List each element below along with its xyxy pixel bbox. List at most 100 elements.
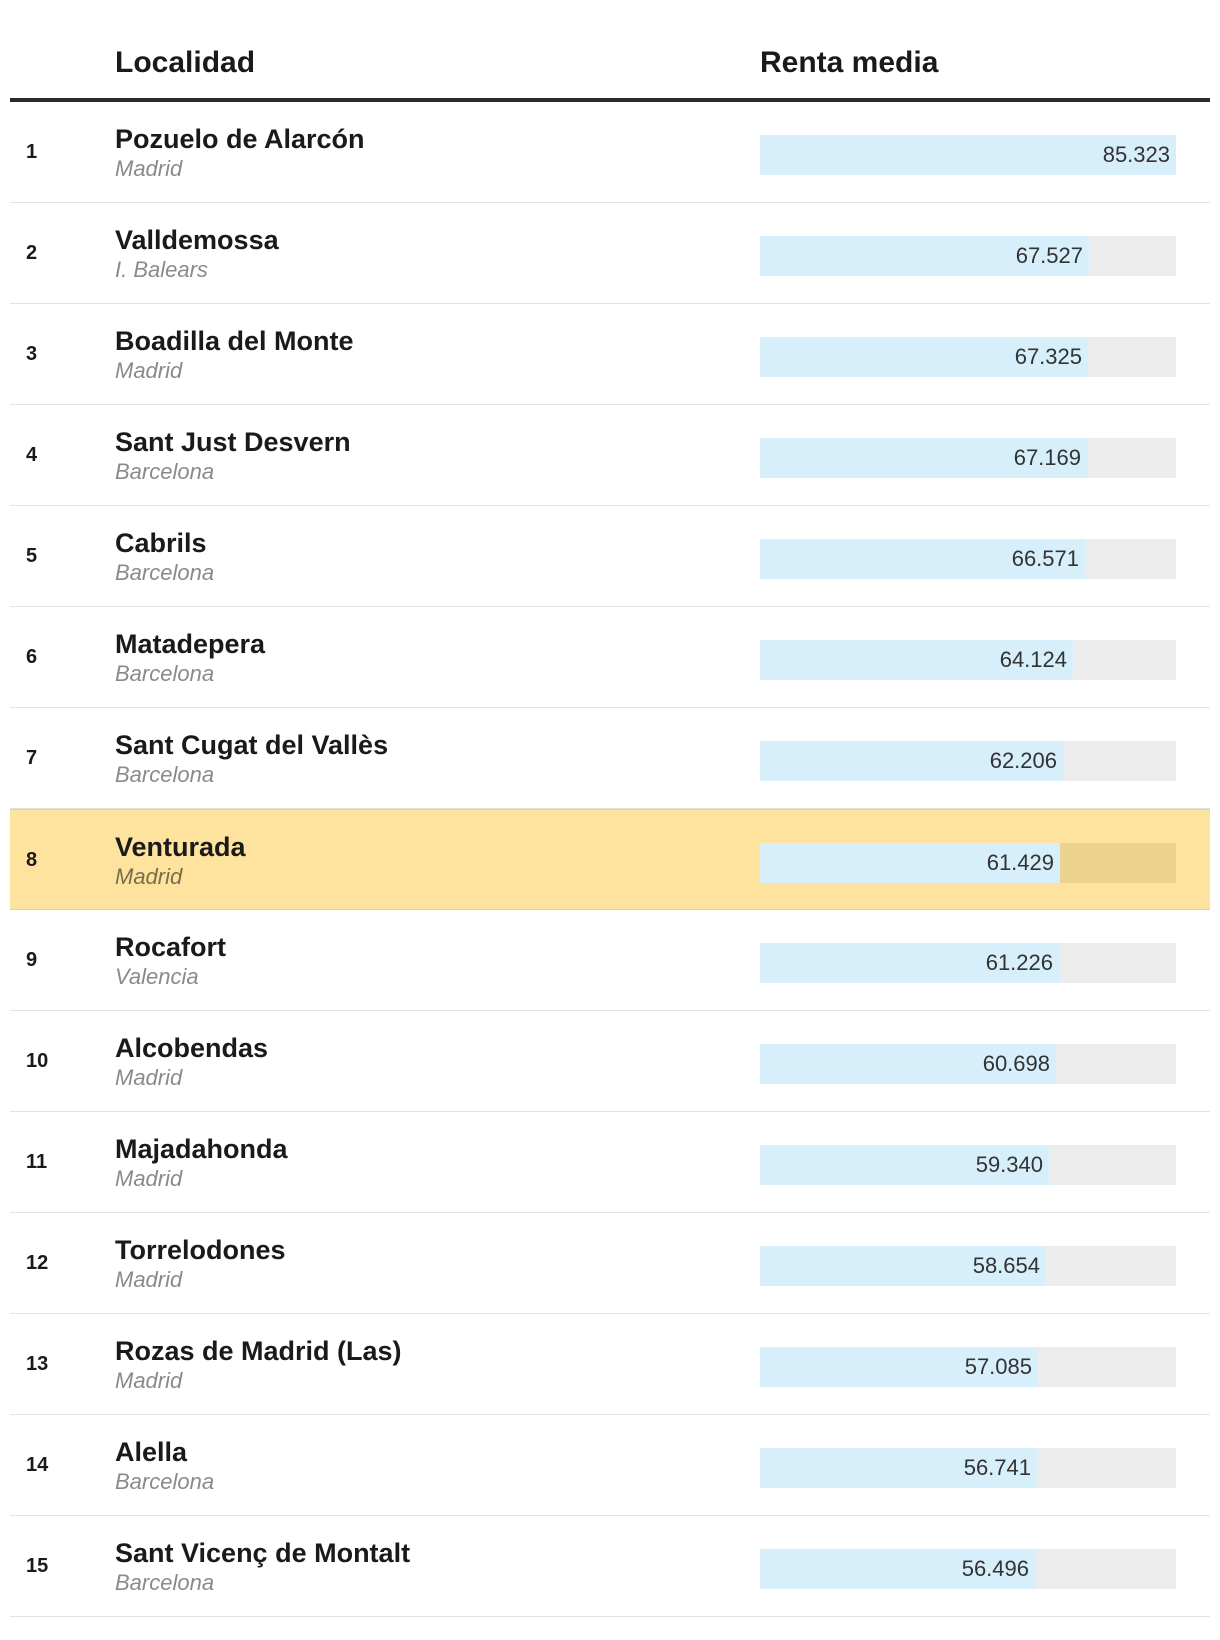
bar-track: 57.085: [760, 1347, 1176, 1387]
province-name: I. Balears: [115, 257, 208, 282]
table-row[interactable]: 10 Alcobendas Madrid 60.698: [10, 1011, 1210, 1112]
income-bar: [760, 539, 1085, 579]
bar-track: 85.323: [760, 135, 1176, 175]
table-row[interactable]: 3 Boadilla del Monte Madrid 67.325: [10, 304, 1210, 405]
province-name: Barcelona: [115, 1570, 215, 1595]
province-name: Madrid: [115, 1166, 183, 1191]
province-name: Madrid: [115, 358, 183, 383]
locality-name: Venturada: [115, 832, 246, 862]
income-bar: [760, 640, 1073, 680]
province-name: Barcelona: [115, 459, 215, 484]
income-value-label: 59.340: [975, 1152, 1043, 1177]
province-name: Valencia: [115, 964, 199, 989]
income-value-label: 57.085: [964, 1354, 1032, 1379]
province-name: Madrid: [115, 1065, 183, 1090]
bar-track: 61.429: [760, 843, 1176, 883]
rank-number: 9: [26, 949, 38, 971]
income-value-label: 56.496: [961, 1556, 1029, 1581]
table-row[interactable]: 4 Sant Just Desvern Barcelona 67.169: [10, 405, 1210, 506]
income-bar: [760, 843, 1060, 883]
table-row[interactable]: 11 Majadahonda Madrid 59.340: [10, 1112, 1210, 1213]
province-name: Barcelona: [115, 762, 215, 787]
income-value-label: 67.527: [1015, 243, 1083, 268]
province-name: Madrid: [115, 1267, 183, 1292]
income-value-label: 61.226: [985, 950, 1053, 975]
locality-name: Sant Cugat del Vallès: [115, 730, 389, 760]
income-value-label: 67.325: [1014, 344, 1082, 369]
income-bar: [760, 1448, 1037, 1488]
income-bar: [760, 337, 1088, 377]
locality-name: Torrelodones: [115, 1235, 286, 1265]
bar-track: 62.206: [760, 741, 1176, 781]
table-body: 1 Pozuelo de Alarcón Madrid 85.323 2 Valldemo…: [10, 102, 1210, 1617]
province-name: Madrid: [115, 156, 183, 181]
rank-number: 5: [26, 545, 38, 567]
locality-name: Pozuelo de Alarcón: [115, 124, 365, 154]
income-value-label: 56.741: [963, 1455, 1031, 1480]
locality-name: Valldemossa: [115, 225, 279, 255]
income-bar: [760, 1145, 1049, 1185]
locality-name: Sant Just Desvern: [115, 427, 351, 457]
table-row[interactable]: 14 Alella Barcelona 56.741: [10, 1415, 1210, 1516]
locality-name: Cabrils: [115, 528, 207, 558]
table-row[interactable]: 13 Rozas de Madrid (Las) Madrid 57.085: [10, 1314, 1210, 1415]
income-bar: [760, 1246, 1046, 1286]
table-row[interactable]: 5 Cabrils Barcelona 66.571: [10, 506, 1210, 607]
income-value-label: 85.323: [1102, 142, 1170, 167]
bar-track: 67.169: [760, 438, 1176, 478]
province-name: Barcelona: [115, 560, 215, 585]
income-bar: [760, 943, 1059, 983]
column-header-locality[interactable]: Localidad: [115, 46, 256, 79]
income-value-label: 61.429: [986, 850, 1054, 875]
bar-track: 66.571: [760, 539, 1176, 579]
table-row[interactable]: 1 Pozuelo de Alarcón Madrid 85.323: [10, 102, 1210, 203]
column-header-income[interactable]: Renta media: [760, 46, 939, 79]
locality-name: Majadahonda: [115, 1134, 288, 1164]
bar-track: 64.124: [760, 640, 1176, 680]
rank-number: 4: [26, 444, 38, 466]
locality-name: Alella: [115, 1437, 188, 1467]
bar-track: 59.340: [760, 1145, 1176, 1185]
rank-number: 15: [26, 1555, 49, 1577]
rank-number: 13: [26, 1353, 49, 1375]
income-bar: [760, 135, 1176, 175]
locality-name: Rozas de Madrid (Las): [115, 1336, 402, 1366]
province-name: Barcelona: [115, 1469, 215, 1494]
table-row[interactable]: 9 Rocafort Valencia 61.226: [10, 910, 1210, 1011]
income-bar: [760, 438, 1087, 478]
income-ranking-table: Localidad Renta media 1 Pozuelo de Alarcó…: [10, 0, 1210, 1617]
rank-number: 14: [26, 1454, 49, 1476]
rank-number: 8: [26, 849, 38, 871]
bar-track: 56.496: [760, 1549, 1176, 1589]
bar-track: 67.325: [760, 337, 1176, 377]
table-row[interactable]: 2 Valldemossa I. Balears 67.527: [10, 203, 1210, 304]
income-value-label: 64.124: [999, 647, 1067, 672]
income-value-label: 62.206: [989, 748, 1057, 773]
table-row[interactable]: 12 Torrelodones Madrid 58.654: [10, 1213, 1210, 1314]
locality-name: Boadilla del Monte: [115, 326, 354, 356]
bar-track: 61.226: [760, 943, 1176, 983]
locality-name: Matadepera: [115, 629, 266, 659]
income-bar: [760, 741, 1063, 781]
bar-track: 56.741: [760, 1448, 1176, 1488]
table-row[interactable]: 15 Sant Vicenç de Montalt Barcelona 56.496: [10, 1516, 1210, 1617]
rank-number: 11: [26, 1151, 48, 1173]
rank-number: 1: [26, 141, 38, 163]
income-value-label: 67.169: [1013, 445, 1081, 470]
locality-name: Sant Vicenç de Montalt: [115, 1538, 411, 1568]
rank-number: 12: [26, 1252, 49, 1274]
province-name: Barcelona: [115, 661, 215, 686]
bar-track: 58.654: [760, 1246, 1176, 1286]
rank-number: 3: [26, 343, 38, 365]
income-bar: [760, 1347, 1038, 1387]
locality-name: Rocafort: [115, 932, 227, 962]
table-row[interactable]: 6 Matadepera Barcelona 64.124: [10, 607, 1210, 708]
bar-track: 67.527: [760, 236, 1176, 276]
table-row[interactable]: 7 Sant Cugat del Vallès Barcelona 62.206: [10, 708, 1210, 809]
bar-track: 60.698: [760, 1044, 1176, 1084]
rank-number: 2: [26, 242, 38, 264]
table-row[interactable]: 8 Venturada Madrid 61.429: [10, 809, 1210, 910]
income-value-label: 60.698: [982, 1051, 1050, 1076]
province-name: Madrid: [115, 1368, 183, 1393]
income-bar: [760, 236, 1089, 276]
